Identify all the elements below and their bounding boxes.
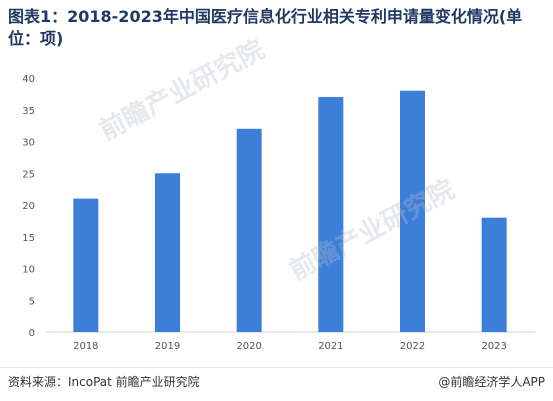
x-tick-label: 2022	[400, 341, 425, 352]
y-tick-label: 10	[22, 265, 35, 276]
bar-2023	[481, 217, 507, 332]
chart-area: 前瞻产业研究院 前瞻产业研究院 0 5 10 15 20 25 30 35 40 2018 2019…	[0, 35, 553, 360]
x-tick-label: 2019	[155, 341, 180, 352]
y-tick-label: 25	[22, 169, 35, 180]
bar-2019	[155, 173, 180, 332]
source-text: 资料来源：IncoPat 前瞻产业研究院	[8, 375, 200, 389]
footer-divider	[0, 367, 553, 368]
bar-2018	[73, 198, 99, 332]
bar-2020	[236, 128, 262, 332]
y-tick-label: 0	[29, 328, 35, 339]
x-tick-label: 2018	[73, 341, 98, 352]
x-tick-label: 2021	[318, 341, 343, 352]
bar-2021	[318, 97, 344, 332]
y-tick-label: 40	[22, 74, 35, 85]
y-tick-label: 5	[29, 296, 35, 307]
chart-title: 图表1：2018-2023年中国医疗信息化行业相关专利申请量变化情况(单位：项)	[8, 7, 523, 48]
x-tick-label: 2023	[481, 341, 506, 352]
bar-chart: 0 5 10 15 20 25 30 35 40 2018 2019 2020 2021 2022 2023	[22, 74, 535, 352]
y-tick-label: 35	[22, 106, 35, 117]
y-tick-label: 15	[22, 233, 35, 244]
x-tick-label: 2020	[236, 341, 261, 352]
y-tick-label: 30	[22, 138, 35, 149]
bar-2022	[400, 90, 425, 332]
y-tick-label: 20	[22, 201, 35, 212]
credit-text: @前瞻经济学人APP	[438, 375, 545, 389]
